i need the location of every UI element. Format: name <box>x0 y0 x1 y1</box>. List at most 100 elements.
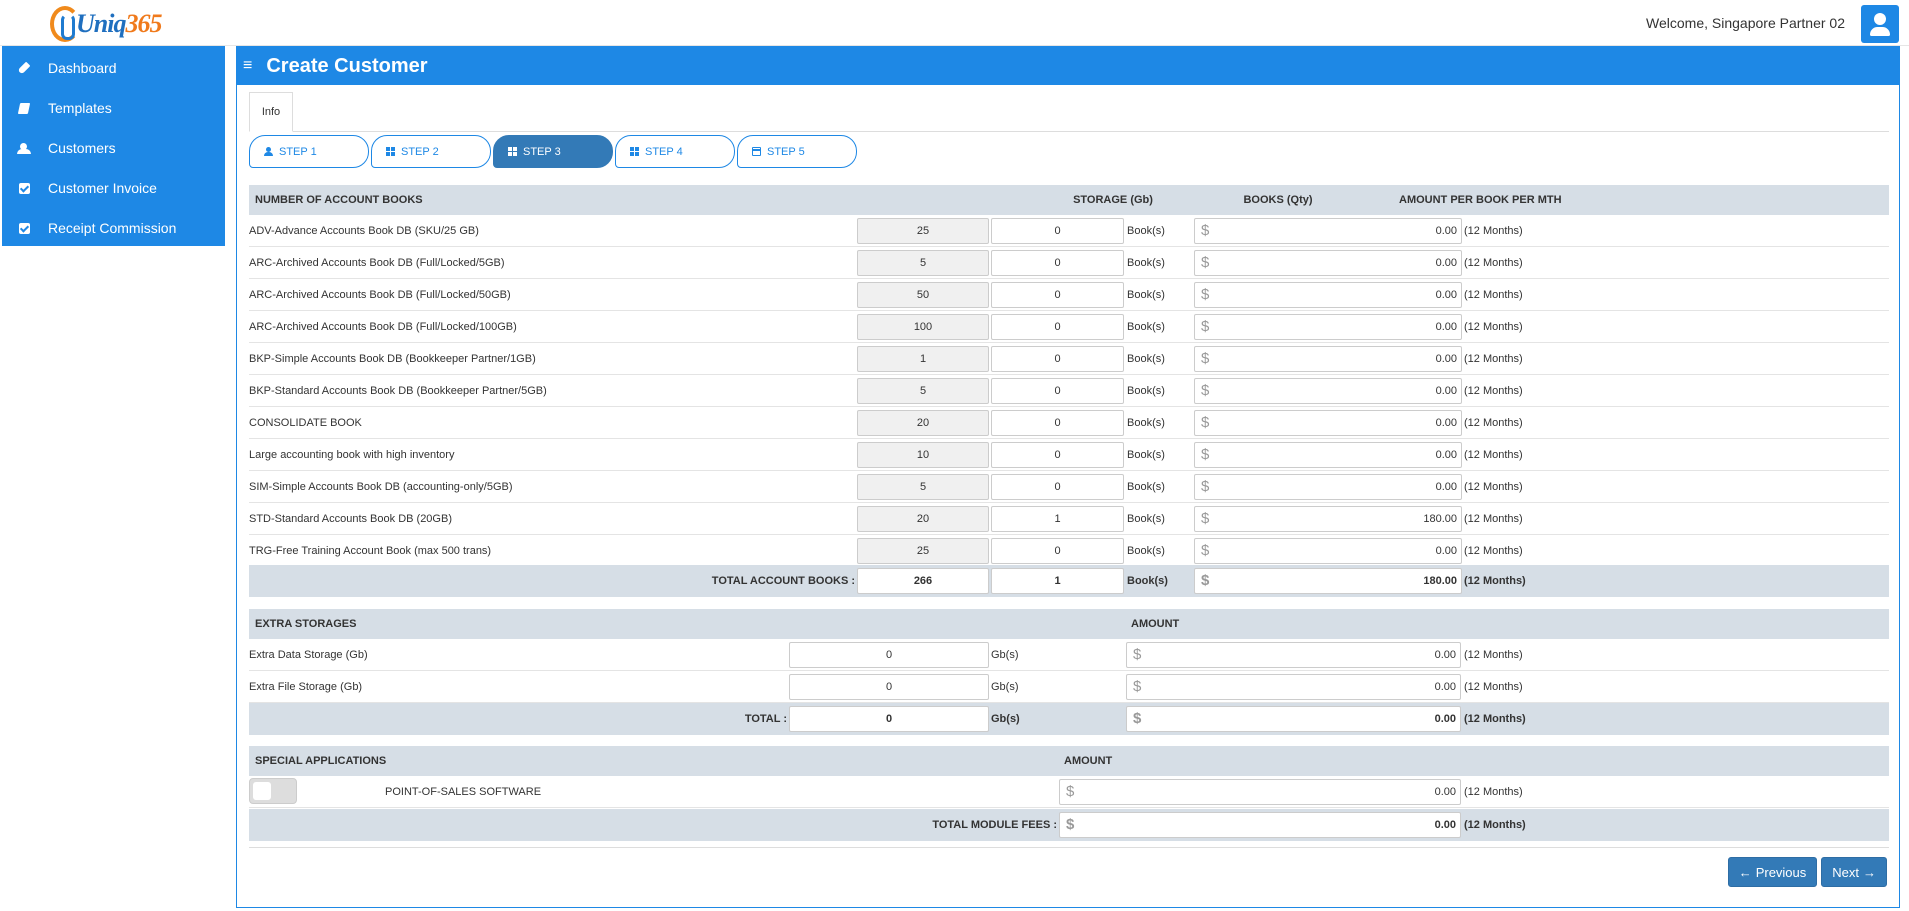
storages-total-amount: $0.00 <box>1126 706 1461 732</box>
book-qty-input[interactable]: 0 <box>991 410 1124 436</box>
books-total-unit: Book(s) <box>1127 575 1168 587</box>
dollar-icon: $ <box>1201 446 1210 463</box>
book-row: ARC-Archived Accounts Book DB (Full/Lock… <box>249 279 1889 311</box>
book-qty-input[interactable]: 0 <box>991 378 1124 404</box>
book-storage-field: 20 <box>857 410 989 436</box>
special-total-amount: $0.00 <box>1059 812 1461 838</box>
book-qty-input[interactable]: 0 <box>991 474 1124 500</box>
storage-qty-input[interactable]: 0 <box>789 642 989 668</box>
pos-toggle[interactable] <box>249 778 297 804</box>
storage-amount-input[interactable]: $0.00 <box>1126 674 1461 700</box>
step-4-button[interactable]: STEP 4 <box>615 135 735 168</box>
book-qty-input[interactable]: 0 <box>991 346 1124 372</box>
sidebar-item-customers[interactable]: Customers <box>2 128 225 168</box>
book-amount-input[interactable]: $0.00 <box>1194 474 1462 500</box>
next-button[interactable]: Next → <box>1821 857 1887 887</box>
dollar-icon: $ <box>1201 318 1210 335</box>
book-unit: Book(s) <box>1127 417 1165 429</box>
book-qty-input[interactable]: 0 <box>991 538 1124 564</box>
book-period: (12 Months) <box>1464 417 1523 429</box>
sidebar-item-label: Dashboard <box>48 60 117 76</box>
step-label: STEP 5 <box>767 145 805 158</box>
book-qty-input[interactable]: 0 <box>991 218 1124 244</box>
storage-row: Extra File Storage (Gb) 0 Gb(s) $0.00 (12 Mo… <box>249 671 1889 703</box>
book-amount-input[interactable]: $0.00 <box>1194 314 1462 340</box>
pos-amount-field[interactable]: $0.00 <box>1059 779 1461 805</box>
book-amount-input[interactable]: $0.00 <box>1194 410 1462 436</box>
logo-mark-icon <box>50 6 80 42</box>
wizard-buttons: ← Previous Next → <box>1724 857 1887 887</box>
book-storage-field: 5 <box>857 378 989 404</box>
step-1-button[interactable]: STEP 1 <box>249 135 369 168</box>
book-name: ARC-Archived Accounts Book DB (Full/Lock… <box>249 289 511 301</box>
step-5-button[interactable]: STEP 5 <box>737 135 857 168</box>
user-icon[interactable] <box>1861 5 1899 43</box>
step-2-button[interactable]: STEP 2 <box>371 135 491 168</box>
tab-bar: Info <box>249 92 1889 132</box>
check-square-icon <box>16 220 32 236</box>
sidebar-item-dashboard[interactable]: Dashboard <box>2 48 225 88</box>
book-amount-input[interactable]: $0.00 <box>1194 218 1462 244</box>
book-qty-input[interactable]: 1 <box>991 506 1124 532</box>
book-period: (12 Months) <box>1464 385 1523 397</box>
book-amount-input[interactable]: $180.00 <box>1194 506 1462 532</box>
book-unit: Book(s) <box>1127 545 1165 557</box>
book-name: CONSOLIDATE BOOK <box>249 417 362 429</box>
book-qty-input[interactable]: 0 <box>991 442 1124 468</box>
book-name: ARC-Archived Accounts Book DB (Full/Lock… <box>249 257 505 269</box>
previous-button[interactable]: ← Previous <box>1727 857 1818 887</box>
book-amount-input[interactable]: $0.00 <box>1194 250 1462 276</box>
books-total-amount: $180.00 <box>1194 568 1462 594</box>
book-amount-value: 0.00 <box>1435 545 1457 557</box>
book-name: STD-Standard Accounts Book DB (20GB) <box>249 513 452 525</box>
book-qty-input[interactable]: 0 <box>991 282 1124 308</box>
book-amount-input[interactable]: $0.00 <box>1194 538 1462 564</box>
grid-icon <box>386 147 395 156</box>
book-qty-input[interactable]: 0 <box>991 314 1124 340</box>
storages-total-period: (12 Months) <box>1464 713 1526 725</box>
book-amount-input[interactable]: $0.00 <box>1194 442 1462 468</box>
book-period: (12 Months) <box>1464 545 1523 557</box>
book-amount-value: 0.00 <box>1435 257 1457 269</box>
book-row: BKP-Simple Accounts Book DB (Bookkeeper … <box>249 343 1889 375</box>
book-storage-field: 20 <box>857 506 989 532</box>
book-amount-value: 0.00 <box>1435 481 1457 493</box>
dollar-icon: $ <box>1201 254 1210 271</box>
book-period: (12 Months) <box>1464 289 1523 301</box>
book-unit: Book(s) <box>1127 321 1165 333</box>
book-unit: Book(s) <box>1127 353 1165 365</box>
book-storage-field: 25 <box>857 538 989 564</box>
book-period: (12 Months) <box>1464 257 1523 269</box>
storages-total-qty: 0 <box>789 706 989 732</box>
tab-info[interactable]: Info <box>249 92 293 132</box>
pos-amount-value: 0.00 <box>1434 786 1456 798</box>
books-total-qty: 1 <box>991 568 1124 594</box>
sidebar-item-customer-invoice[interactable]: Customer Invoice <box>2 168 225 208</box>
book-amount-input[interactable]: $0.00 <box>1194 378 1462 404</box>
sidebar-item-templates[interactable]: Templates <box>2 88 225 128</box>
storage-name: Extra Data Storage (Gb) <box>249 649 368 661</box>
books-header-amount: AMOUNT PER BOOK PER MTH <box>1399 194 1562 206</box>
storage-unit: Gb(s) <box>991 681 1019 693</box>
grid-icon <box>630 147 639 156</box>
book-row: TRG-Free Training Account Book (max 500 … <box>249 535 1889 567</box>
book-qty-input[interactable]: 0 <box>991 250 1124 276</box>
step-3-button[interactable]: STEP 3 <box>493 135 613 168</box>
storage-qty-input[interactable]: 0 <box>789 674 989 700</box>
book-amount-input[interactable]: $0.00 <box>1194 346 1462 372</box>
dollar-icon: $ <box>1201 510 1210 527</box>
dollar-icon: $ <box>1133 678 1142 695</box>
storage-amount-input[interactable]: $0.00 <box>1126 642 1461 668</box>
book-name: Large accounting book with high inventor… <box>249 449 455 461</box>
book-storage-field: 1 <box>857 346 989 372</box>
storages-header-name: EXTRA STORAGES <box>255 618 357 630</box>
sidebar-item-receipt-commission[interactable]: Receipt Commission <box>2 208 225 248</box>
book-storage-field: 5 <box>857 474 989 500</box>
special-total-period: (12 Months) <box>1464 819 1526 831</box>
step-label: STEP 2 <box>401 145 439 158</box>
menu-icon[interactable]: ≡ <box>243 57 253 74</box>
special-total-amount-value: 0.00 <box>1434 819 1456 831</box>
book-row: Large accounting book with high inventor… <box>249 439 1889 471</box>
book-storage-field: 10 <box>857 442 989 468</box>
book-amount-input[interactable]: $0.00 <box>1194 282 1462 308</box>
